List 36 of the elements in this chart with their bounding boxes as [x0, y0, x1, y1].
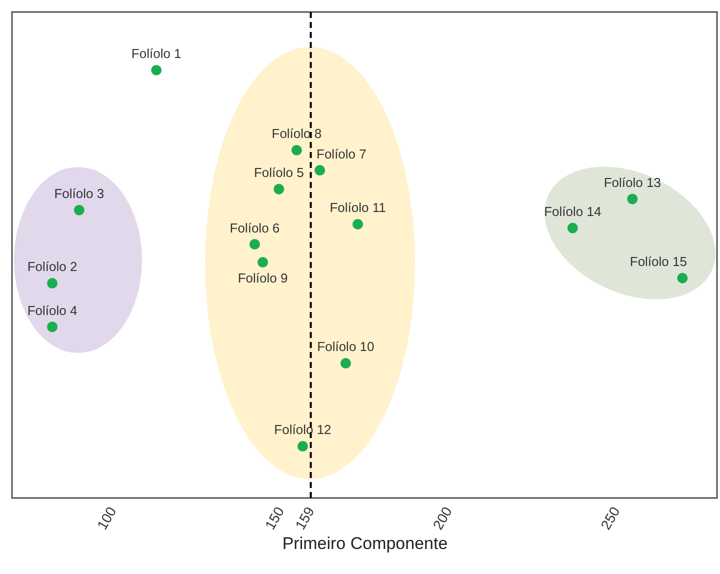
point: [297, 441, 308, 452]
x-tick-label: 100: [94, 504, 120, 532]
point: [74, 204, 84, 216]
x-tick-label: 200: [429, 504, 456, 532]
annotation: Folíolo 8: [272, 126, 322, 142]
annotation: Folíolo 14: [544, 204, 602, 220]
x-tick-label: 150: [262, 504, 288, 532]
point: [47, 322, 58, 332]
annotation: Folíolo 4: [27, 302, 78, 318]
x-tick-label: 159: [292, 504, 318, 532]
point: [567, 222, 578, 234]
annotation: Folíolo 6: [230, 220, 280, 236]
x-axis-title: Primeiro Componente: [282, 534, 448, 554]
point: [249, 239, 260, 250]
point: [677, 272, 688, 284]
annotation: Folíolo 10: [317, 339, 374, 354]
x-tick-label: 250: [597, 504, 623, 532]
point: [291, 144, 302, 156]
point: [274, 184, 284, 194]
annotation: Folíolo 9: [238, 270, 288, 286]
annotation: Folíolo 11: [330, 200, 386, 216]
annotation: Folíolo 7: [316, 146, 366, 162]
point: [258, 257, 268, 268]
annotation: Folíolo 15: [630, 254, 687, 270]
point: [340, 358, 351, 368]
annotation: Folíolo 1: [131, 46, 182, 62]
point: [314, 165, 326, 176]
annotation: Folíolo 3: [54, 186, 104, 202]
annotation: Folíolo 5: [254, 165, 304, 180]
point: [627, 194, 638, 204]
point: [151, 64, 162, 76]
point: [47, 278, 58, 288]
point: [352, 218, 364, 230]
annotation: Folíolo 2: [27, 259, 78, 274]
annotation: Folíolo 13: [604, 174, 661, 190]
annotation: Folíolo 12: [274, 422, 332, 438]
